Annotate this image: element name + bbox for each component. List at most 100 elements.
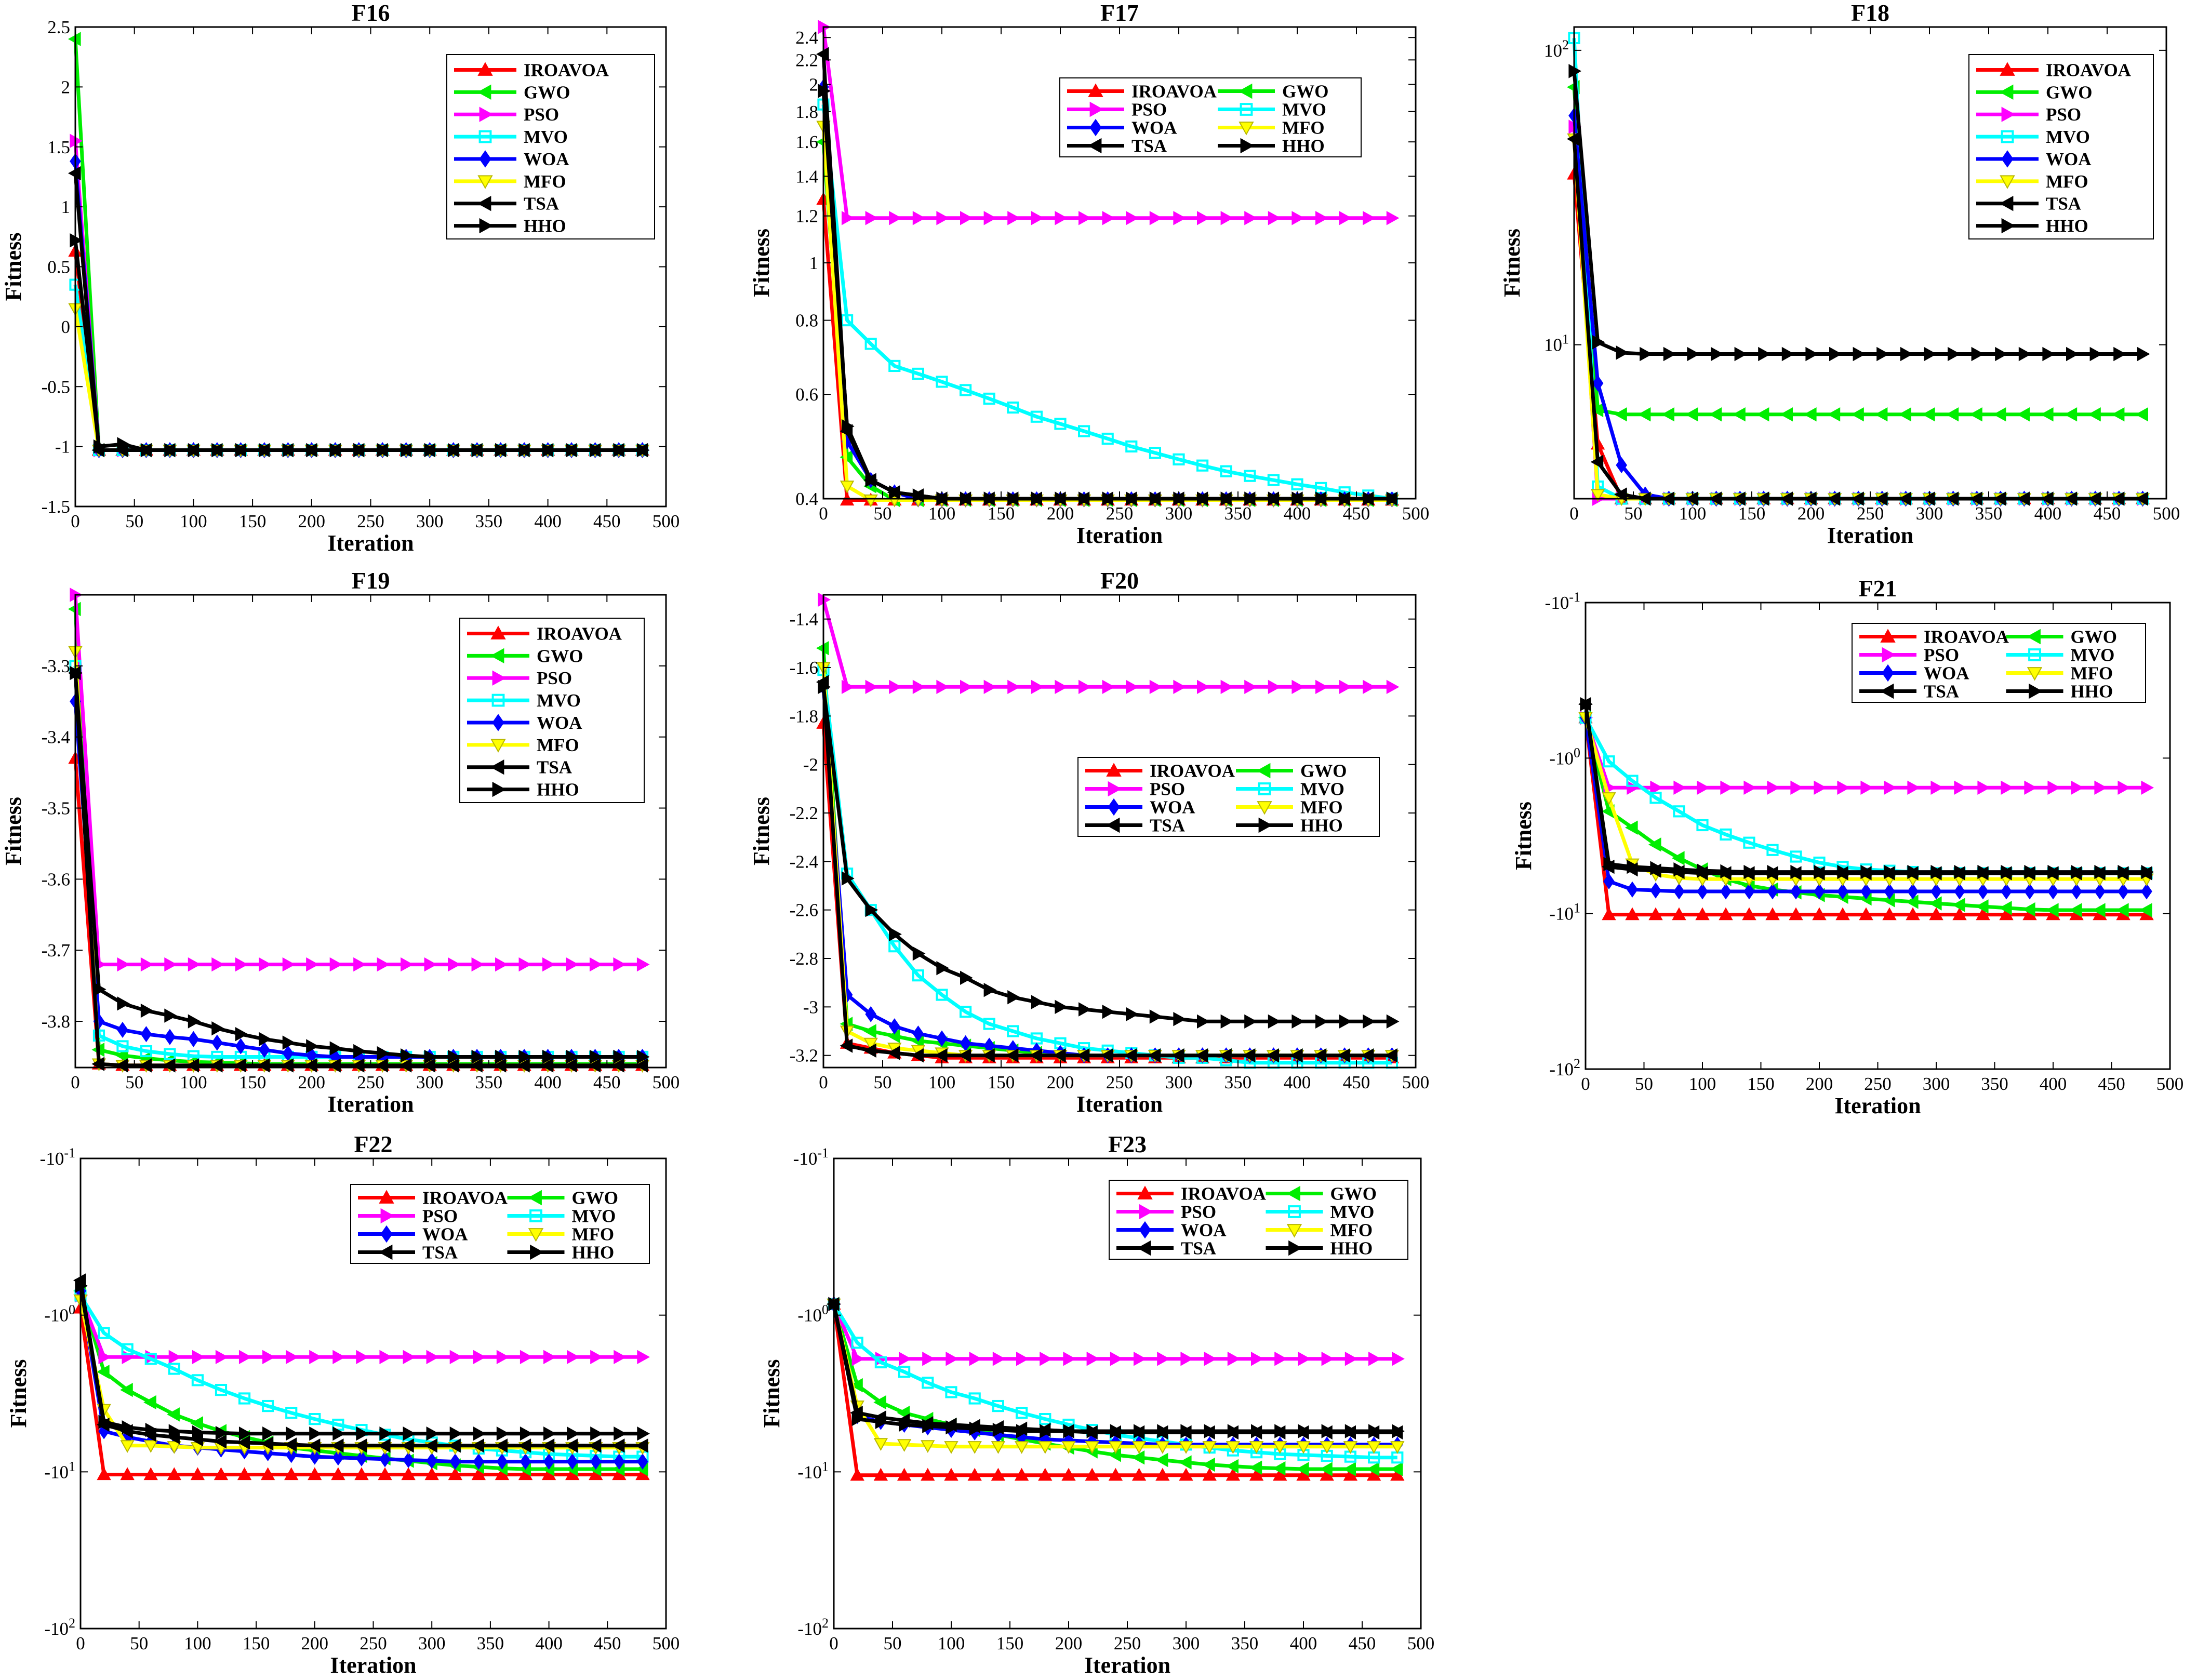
marker-mvo xyxy=(1626,775,1639,787)
marker-mfo xyxy=(967,1441,982,1454)
legend-label-hho: HHO xyxy=(524,216,566,236)
x-tick-label: 250 xyxy=(1864,1074,1892,1094)
series-line-hho xyxy=(73,240,643,452)
marker-woa xyxy=(1616,457,1628,473)
marker-hho xyxy=(842,419,855,434)
marker-mfo xyxy=(1602,792,1616,805)
marker-pso xyxy=(889,679,902,695)
marker-hho xyxy=(589,443,603,458)
y-tick-label: -100 xyxy=(44,1302,75,1326)
x-tick-label: 200 xyxy=(1055,1633,1083,1654)
x-tick-label: 50 xyxy=(130,1633,148,1654)
y-tick-label: -1.5 xyxy=(42,497,70,517)
marker-woa xyxy=(235,1038,247,1055)
marker-hho xyxy=(2001,864,2014,879)
marker-hho xyxy=(542,443,555,458)
marker-iroavoa xyxy=(967,1468,982,1481)
marker-hho xyxy=(1157,1424,1170,1438)
marker-hho xyxy=(1884,864,1897,879)
marker-hho xyxy=(1244,1014,1257,1029)
marker-mfo xyxy=(1202,1441,1217,1454)
marker-gwo xyxy=(1709,407,1722,422)
legend-label-tsa: TSA xyxy=(1131,136,1167,156)
marker-hho xyxy=(168,1424,182,1438)
y-tick-label: 1.5 xyxy=(47,137,70,157)
marker-mfo xyxy=(167,1441,182,1454)
marker-iroavoa xyxy=(401,1467,416,1481)
series-line-mvo xyxy=(73,284,643,452)
marker-hho xyxy=(1876,346,1889,362)
legend-marker-mfo xyxy=(477,175,493,189)
y-tick-label: -2.8 xyxy=(790,949,818,969)
marker-hho xyxy=(1743,864,1757,879)
legend-marker-woa xyxy=(1089,118,1102,137)
marker-pso xyxy=(2141,780,2154,795)
marker-tsa xyxy=(139,1058,152,1073)
marker-hho xyxy=(2113,346,2126,362)
y-tick-label: -1.6 xyxy=(790,658,818,678)
x-tick-label: 0 xyxy=(71,1072,80,1092)
panel-f20: 0 50 100 150 200 250 300 350 400 450 500 -3.2 -3 -2.8… xyxy=(749,567,1429,1117)
x-tick-label: 150 xyxy=(996,1633,1024,1654)
marker-pso xyxy=(1954,780,1967,795)
marker-tsa xyxy=(541,1438,555,1453)
y-tick-label: 1.2 xyxy=(795,206,818,226)
x-tick-label: 100 xyxy=(184,1633,211,1654)
marker-iroavoa xyxy=(1812,907,1827,921)
marker-hho xyxy=(471,443,485,458)
marker-pso xyxy=(1063,1352,1076,1366)
marker-pso xyxy=(1102,679,1115,695)
legend-label-gwo: GWO xyxy=(1282,82,1328,102)
marker-pso xyxy=(1315,211,1328,225)
marker-hho xyxy=(235,1026,248,1042)
marker-gwo xyxy=(1733,407,1746,422)
marker-mvo xyxy=(968,1392,981,1405)
marker-gwo xyxy=(1928,896,1942,911)
marker-hho xyxy=(518,443,532,458)
marker-iroavoa xyxy=(471,1467,486,1481)
marker-tsa xyxy=(611,1438,625,1453)
marker-gwo xyxy=(1296,1462,1309,1476)
legend-marker-gwo xyxy=(477,84,491,100)
x-tick-label: 50 xyxy=(125,1072,143,1092)
legend-marker-tsa xyxy=(1999,195,2014,211)
legend-marker-gwo xyxy=(1256,763,1271,779)
marker-tsa xyxy=(1361,1048,1374,1063)
series-line-tsa xyxy=(832,1303,1397,1434)
marker-hho xyxy=(1650,861,1663,875)
marker-hho xyxy=(2024,864,2038,879)
marker-tsa xyxy=(1029,1048,1042,1063)
y-tick-label: -102 xyxy=(1549,1056,1580,1079)
marker-mvo xyxy=(1007,401,1019,414)
marker-pso xyxy=(1977,780,1991,795)
marker-gwo xyxy=(1780,407,1793,422)
marker-hho xyxy=(1197,1014,1210,1029)
y-tick-label: -2.6 xyxy=(790,900,818,921)
marker-iroavoa xyxy=(1719,907,1733,921)
marker-pso xyxy=(1386,211,1400,225)
x-tick-label: 400 xyxy=(1284,1072,1311,1092)
legend-label-gwo: GWO xyxy=(2071,627,2117,647)
marker-pso xyxy=(543,1350,556,1364)
legend-label-tsa: TSA xyxy=(524,194,560,214)
marker-pso xyxy=(235,957,248,972)
marker-pso xyxy=(1743,780,1757,795)
marker-iroavoa xyxy=(260,1467,275,1481)
x-tick-label: 300 xyxy=(1923,1074,1950,1094)
marker-hho xyxy=(1948,346,1961,362)
marker-hho xyxy=(1767,864,1780,879)
legend-marker-mfo xyxy=(2027,667,2043,681)
marker-hho xyxy=(1805,346,1819,362)
legend-marker-gwo xyxy=(2027,629,2041,645)
marker-tsa xyxy=(398,1058,412,1073)
legend-label-mfo: MFO xyxy=(1300,797,1343,818)
x-tick-label: 200 xyxy=(298,1072,326,1092)
x-tick-label: 350 xyxy=(1224,503,1252,524)
legend-marker-woa xyxy=(2001,150,2014,168)
marker-mvo xyxy=(1743,836,1755,849)
marker-pso xyxy=(1251,1352,1264,1366)
marker-hho xyxy=(282,443,296,458)
panel-f21: 0 50 100 150 200 250 300 350 400 450 500 -10-1 -100 -… xyxy=(1511,575,2183,1118)
marker-iroavoa xyxy=(1648,907,1663,921)
marker-tsa xyxy=(495,1438,508,1453)
